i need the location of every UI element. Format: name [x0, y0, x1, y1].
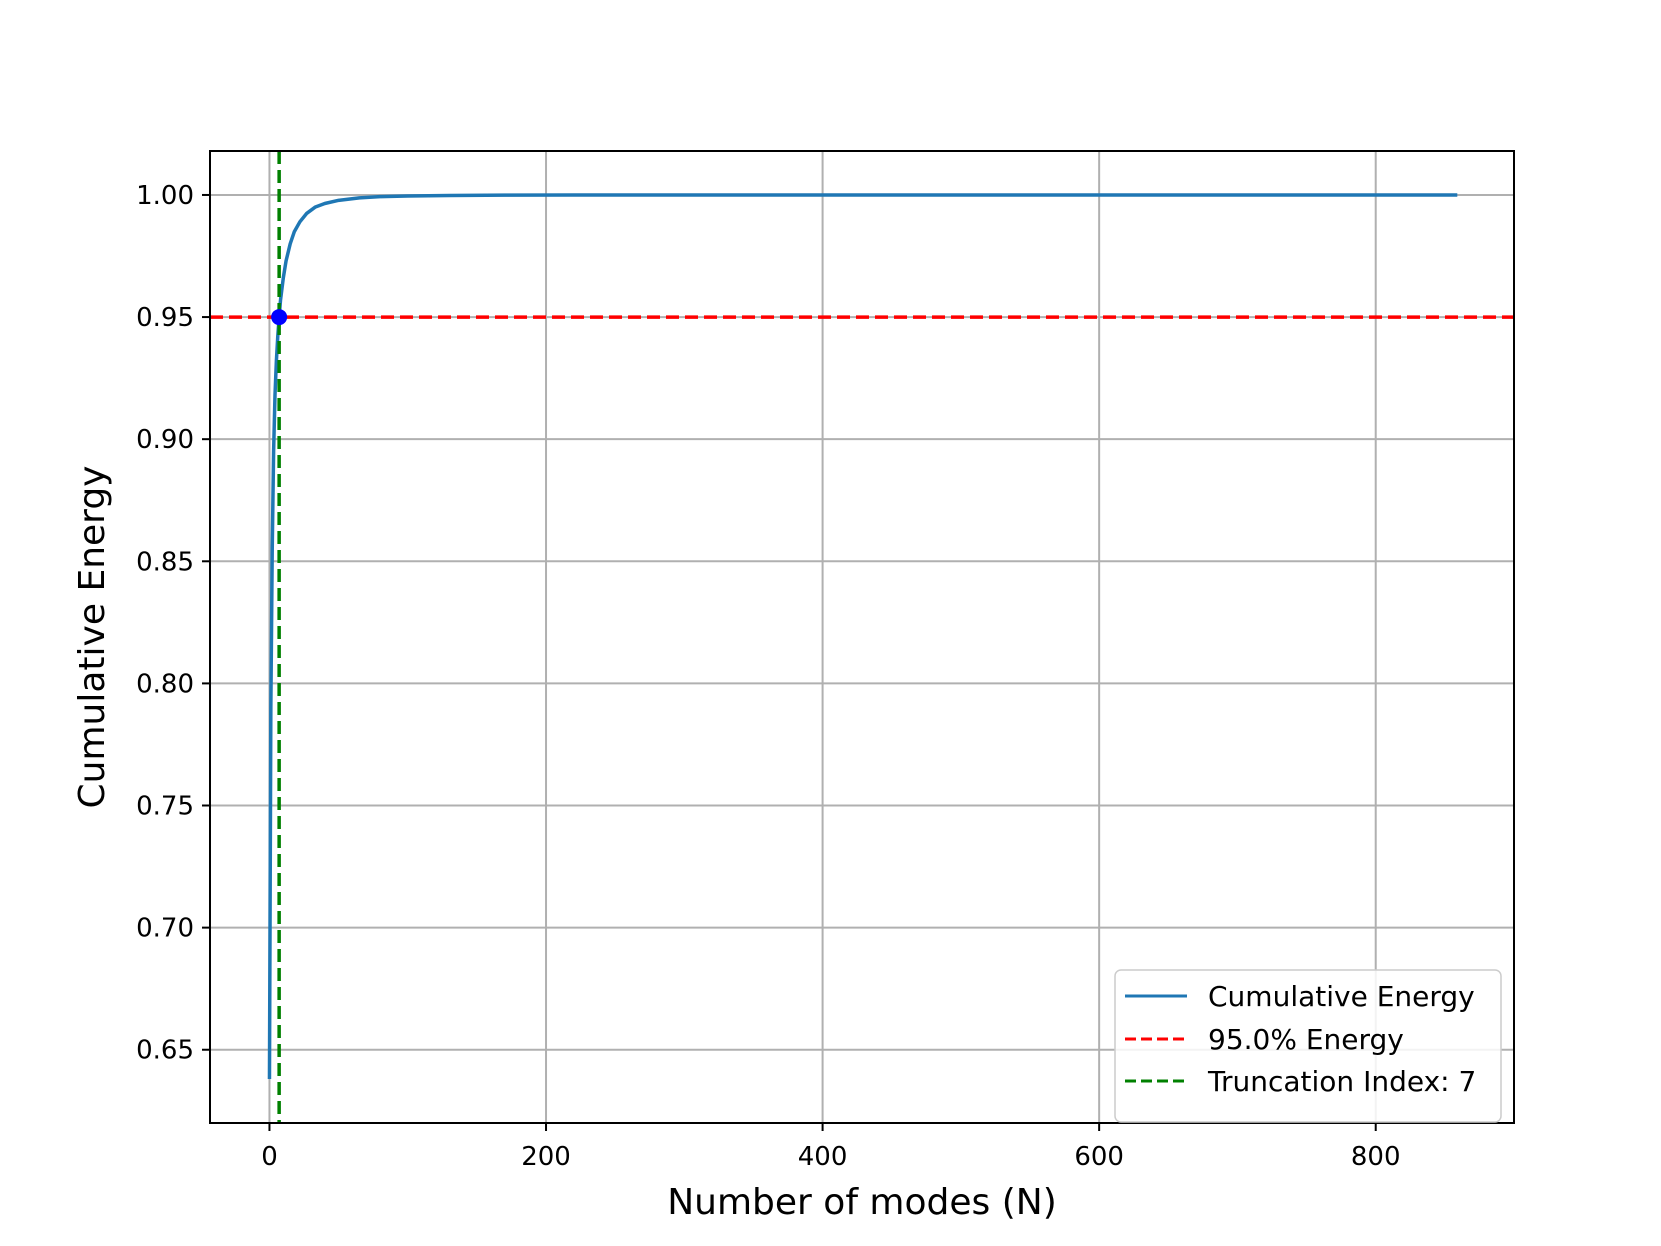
plot-area [210, 151, 1514, 1123]
y-tick-label: 0.65 [136, 1036, 194, 1066]
x-tick-label: 0 [261, 1142, 278, 1172]
x-tick-label: 400 [798, 1142, 848, 1172]
legend-frame [1114, 969, 1502, 1123]
legend-label-cumulative-energy: Cumulative Energy [1208, 980, 1475, 1013]
y-tick-label: 0.75 [136, 792, 194, 822]
legend-label-truncation-index: Truncation Index: 7 [1207, 1065, 1476, 1098]
y-tick-label: 0.70 [136, 914, 194, 944]
y-tick-label: 0.90 [136, 425, 194, 455]
y-tick-label: 0.80 [136, 669, 194, 699]
ticks: 0 200 400 600 800 0.65 0.70 0.75 0.80 0.85 0.90 0.9… [136, 181, 1400, 1172]
x-tick-label: 200 [521, 1142, 571, 1172]
y-tick-label: 1.00 [136, 181, 194, 211]
x-tick-label: 600 [1074, 1142, 1124, 1172]
legend: Cumulative Energy 95.0% Energy Truncatio… [1114, 969, 1502, 1123]
legend-label-energy-threshold: 95.0% Energy [1208, 1023, 1404, 1056]
truncation-point-marker [271, 309, 288, 326]
y-tick-label: 0.85 [136, 547, 194, 577]
x-tick-label: 800 [1351, 1142, 1401, 1172]
y-tick-label: 0.95 [136, 303, 194, 333]
plot-frame [209, 150, 1515, 1124]
series-line-cumulative-energy [267, 193, 1458, 1080]
y-axis-title: Cumulative Energy [72, 466, 113, 809]
x-axis-title: Number of modes (N) [667, 1182, 1057, 1223]
